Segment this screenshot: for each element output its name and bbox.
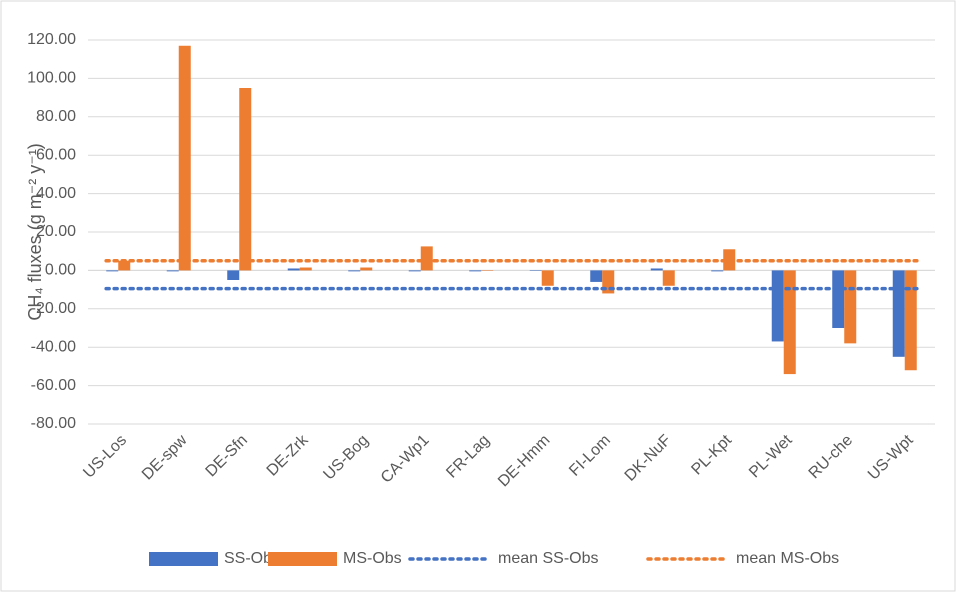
y-axis-title: CH₄ fluxes (g m⁻² y⁻¹) [25,143,45,320]
y-tick-label: -80.00 [31,415,76,432]
bar [662,270,675,286]
bar [783,270,796,375]
bar [178,45,191,271]
bar [166,270,179,272]
bar [118,260,131,271]
bar [287,268,300,271]
y-tick-label: 40.00 [36,185,76,202]
bar [832,270,845,328]
bar [106,270,119,272]
y-tick-label: -40.00 [31,338,76,355]
bar [408,270,421,272]
y-tick-label: 20.00 [36,223,76,240]
bar [227,270,240,280]
bar [590,270,603,282]
legend-swatch [268,552,337,566]
legend-label: SS-Obs [224,550,280,567]
y-tick-label: 80.00 [36,108,76,125]
bar [711,270,724,272]
y-tick-label: 60.00 [36,146,76,163]
legend-swatch [149,552,218,566]
bar [360,267,373,271]
bar [469,270,482,272]
y-tick-label: -20.00 [31,300,76,317]
bar [299,267,312,271]
bar [420,246,433,271]
bar [650,268,663,271]
bar [904,270,917,371]
bar [481,270,494,271]
bar [844,270,857,344]
legend-label: MS-Obs [343,550,402,567]
bar [529,270,542,271]
y-tick-label: 0.00 [45,262,76,279]
bar [239,88,252,271]
bar [541,270,554,286]
bar [892,270,905,357]
y-tick-label: 100.00 [27,70,76,87]
bar [771,270,784,342]
bar [348,270,361,272]
legend-label: mean MS-Obs [736,550,839,567]
y-tick-label: 120.00 [27,31,76,48]
y-tick-label: -60.00 [31,377,76,394]
legend-label: mean SS-Obs [498,550,598,567]
